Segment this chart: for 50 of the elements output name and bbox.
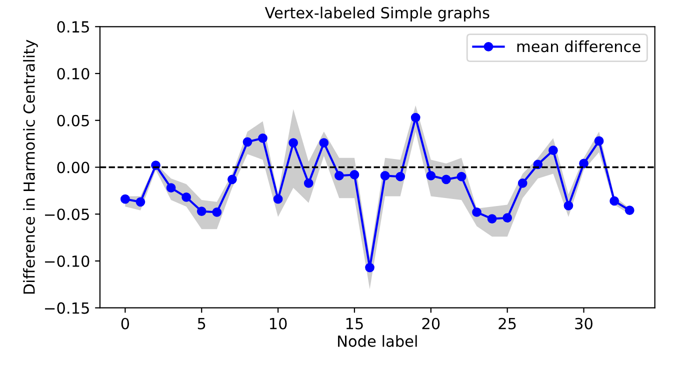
point bbox=[502, 213, 512, 223]
x-tick-label: 25 bbox=[498, 318, 516, 330]
x-tick-label: 15 bbox=[346, 318, 363, 330]
point bbox=[273, 194, 283, 204]
point bbox=[196, 206, 206, 216]
point bbox=[242, 137, 252, 147]
point bbox=[120, 194, 130, 204]
point bbox=[487, 214, 497, 224]
point bbox=[579, 158, 588, 168]
chart-title: Vertex-labeled Simple graphs bbox=[264, 6, 490, 22]
point bbox=[182, 192, 192, 202]
point bbox=[227, 174, 237, 184]
point bbox=[410, 112, 420, 122]
point bbox=[472, 208, 482, 217]
point bbox=[304, 178, 314, 188]
point bbox=[319, 138, 329, 148]
point bbox=[564, 200, 574, 210]
x-tick-label: 5 bbox=[198, 318, 206, 330]
point bbox=[442, 174, 451, 184]
point bbox=[365, 262, 374, 272]
point bbox=[456, 172, 466, 182]
point bbox=[594, 136, 604, 146]
y-tick-label: 0.15 bbox=[57, 21, 89, 33]
point bbox=[426, 170, 436, 180]
point bbox=[334, 170, 344, 180]
point bbox=[624, 206, 634, 216]
y-tick-label: 0.10 bbox=[57, 68, 90, 80]
point bbox=[518, 178, 528, 188]
y-tick-label: −0.05 bbox=[45, 208, 89, 220]
y-tick-label: 0.00 bbox=[57, 162, 90, 174]
x-axis-title: Node label bbox=[338, 335, 417, 347]
y-axis-title: Difference in Harmonic Centrality bbox=[23, 40, 38, 294]
point bbox=[258, 133, 268, 143]
point bbox=[396, 172, 406, 182]
x-tick-label: 0 bbox=[121, 318, 130, 330]
point bbox=[380, 170, 390, 180]
x-tick-label: 10 bbox=[270, 318, 287, 330]
point bbox=[166, 183, 176, 193]
point bbox=[136, 197, 146, 207]
point bbox=[212, 208, 222, 217]
y-tick-label: −0.10 bbox=[45, 255, 90, 267]
y-tick-label: 0.05 bbox=[57, 114, 89, 126]
legend-label: mean difference bbox=[517, 40, 640, 52]
point bbox=[548, 146, 558, 156]
x-tick-label: 30 bbox=[575, 318, 592, 330]
point bbox=[610, 196, 620, 206]
y-tick-label: −0.15 bbox=[45, 302, 89, 314]
x-tick-label: 20 bbox=[422, 318, 440, 330]
point bbox=[288, 138, 298, 148]
point bbox=[350, 170, 360, 180]
